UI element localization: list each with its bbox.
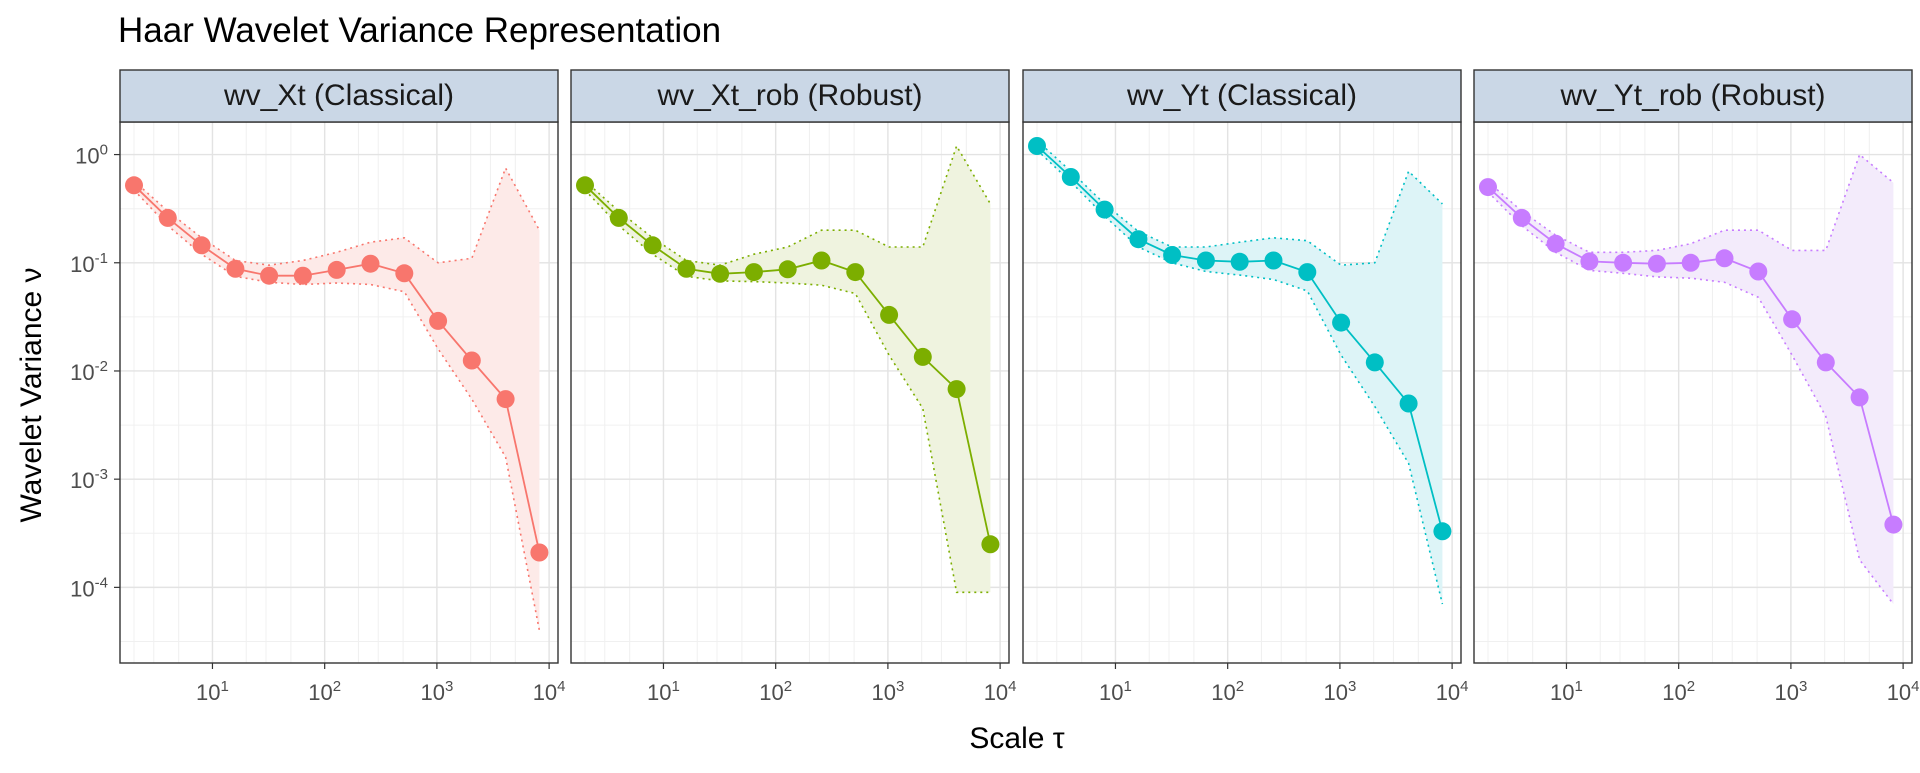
- facet-strip-label: wv_Xt_rob (Robust): [656, 79, 922, 112]
- x-tick-label: 103: [420, 678, 453, 705]
- data-point: [913, 347, 932, 366]
- data-point: [1715, 249, 1734, 268]
- data-point: [1095, 200, 1114, 219]
- panels-layer: wv_Xt (Classical) 101 102 103 104 100 10-1 10-2…: [70, 69, 1920, 705]
- data-point: [812, 251, 831, 270]
- x-tick-label: 102: [308, 678, 341, 705]
- data-point: [1749, 262, 1768, 281]
- data-point: [1614, 253, 1633, 272]
- x-tick-label: 103: [1774, 678, 1807, 705]
- data-point: [1647, 254, 1666, 273]
- x-tick-label: 101: [647, 678, 680, 705]
- data-point: [1783, 310, 1802, 329]
- data-point: [1479, 178, 1497, 197]
- facet-strip: [119, 69, 559, 123]
- data-point: [496, 390, 515, 409]
- panel-2: wv_Xt_rob (Robust) 101 102 103 104: [570, 69, 1017, 705]
- x-tick-label: 101: [196, 678, 229, 705]
- data-point: [1580, 252, 1599, 271]
- panel-3: wv_Yt (Classical) 101 102 103 104: [1022, 69, 1469, 705]
- x-tick-label: 102: [759, 678, 792, 705]
- x-tick-label: 103: [871, 678, 904, 705]
- data-point: [1681, 253, 1700, 272]
- data-point: [1399, 394, 1418, 413]
- y-tick-label: 10-4: [70, 574, 108, 601]
- data-point: [880, 305, 899, 324]
- data-point: [1264, 251, 1283, 270]
- data-point: [576, 176, 594, 195]
- ci-upper-line: [1036, 139, 1443, 267]
- facet-strip: [1022, 69, 1462, 123]
- data-point: [947, 380, 966, 399]
- chart-title: Haar Wavelet Variance Representation: [118, 11, 721, 50]
- data-point: [260, 266, 279, 285]
- panel-4: wv_Yt_rob (Robust) 101 102 103 104: [1473, 69, 1920, 705]
- data-point: [192, 236, 211, 255]
- x-tick-label: 104: [533, 678, 566, 705]
- data-point: [1196, 251, 1215, 270]
- x-tick-label: 103: [1323, 678, 1356, 705]
- x-tick-label: 101: [1550, 678, 1583, 705]
- data-point: [1433, 522, 1452, 541]
- data-point: [711, 264, 730, 283]
- data-point: [462, 351, 481, 370]
- y-axis-title: Wavelet Variance ν: [15, 267, 48, 522]
- data-point: [327, 260, 346, 279]
- confidence-band: [134, 168, 540, 631]
- data-point: [677, 259, 696, 278]
- data-point: [1884, 515, 1903, 534]
- facet-strip-label: wv_Yt_rob (Robust): [1559, 79, 1825, 112]
- data-point: [293, 266, 312, 285]
- data-point: [1028, 137, 1046, 155]
- data-point: [744, 263, 763, 282]
- y-tick-label: 100: [75, 142, 108, 169]
- facet-strip: [1473, 69, 1913, 123]
- x-axis-title: Scale τ: [969, 722, 1064, 755]
- ci-lower-line: [133, 189, 541, 631]
- data-point: [1365, 353, 1384, 372]
- ci-lower-line: [584, 189, 991, 594]
- confidence-band: [1037, 140, 1443, 605]
- x-tick-label: 102: [1662, 678, 1695, 705]
- data-point: [1061, 168, 1080, 186]
- data-point: [846, 263, 865, 282]
- data-point: [1163, 246, 1182, 264]
- facet-strip-label: wv_Xt (Classical): [223, 79, 454, 112]
- x-tick-label: 104: [1436, 678, 1469, 705]
- data-point: [1816, 353, 1835, 372]
- facet-strip: [570, 69, 1010, 123]
- data-point: [1129, 230, 1148, 249]
- data-point: [643, 236, 662, 255]
- data-point: [1546, 234, 1565, 253]
- data-point: [1332, 313, 1351, 332]
- data-point: [1298, 263, 1317, 282]
- y-tick-label: 10-2: [70, 358, 108, 385]
- data-point: [981, 535, 1000, 554]
- data-point: [1512, 208, 1531, 227]
- data-point: [1230, 252, 1249, 271]
- data-point: [609, 208, 628, 227]
- x-tick-label: 102: [1211, 678, 1244, 705]
- ci-lower-line: [1036, 149, 1444, 605]
- data-point: [125, 176, 143, 195]
- data-point: [1850, 388, 1869, 407]
- data-point: [530, 543, 549, 562]
- data-point: [778, 260, 797, 279]
- data-point: [395, 264, 414, 283]
- y-tick-label: 10-1: [70, 250, 108, 277]
- x-tick-label: 101: [1099, 678, 1132, 705]
- panel-1: wv_Xt (Classical) 101 102 103 104 100 10-1 10-2…: [70, 69, 566, 705]
- x-tick-label: 104: [1887, 678, 1920, 705]
- data-point: [429, 311, 448, 330]
- y-tick-label: 10-3: [70, 466, 108, 493]
- x-tick-label: 104: [984, 678, 1017, 705]
- data-point: [158, 208, 177, 227]
- data-point: [361, 254, 380, 273]
- facet-strip-label: wv_Yt (Classical): [1126, 79, 1357, 112]
- data-point: [226, 259, 245, 278]
- confidence-band: [585, 146, 991, 593]
